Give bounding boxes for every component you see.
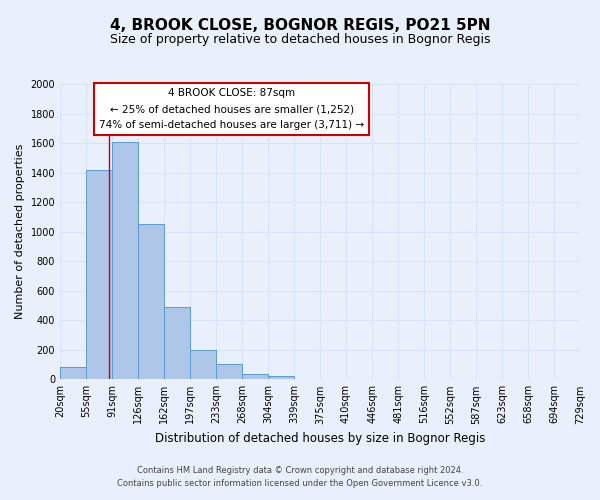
Y-axis label: Number of detached properties: Number of detached properties <box>15 144 25 320</box>
Bar <box>216 364 242 380</box>
Bar <box>60 367 86 380</box>
Text: Contains HM Land Registry data © Crown copyright and database right 2024.
Contai: Contains HM Land Registry data © Crown c… <box>118 466 482 487</box>
Text: Size of property relative to detached houses in Bognor Regis: Size of property relative to detached ho… <box>110 32 490 46</box>
Bar <box>138 224 164 380</box>
Text: 4, BROOK CLOSE, BOGNOR REGIS, PO21 5PN: 4, BROOK CLOSE, BOGNOR REGIS, PO21 5PN <box>110 18 490 32</box>
Bar <box>86 170 112 380</box>
X-axis label: Distribution of detached houses by size in Bognor Regis: Distribution of detached houses by size … <box>155 432 485 445</box>
Bar <box>112 142 138 380</box>
Bar <box>190 350 216 380</box>
Bar <box>164 307 190 380</box>
Text: 4 BROOK CLOSE: 87sqm
← 25% of detached houses are smaller (1,252)
74% of semi-de: 4 BROOK CLOSE: 87sqm ← 25% of detached h… <box>99 88 364 130</box>
Bar <box>242 374 268 380</box>
Bar <box>268 376 294 380</box>
